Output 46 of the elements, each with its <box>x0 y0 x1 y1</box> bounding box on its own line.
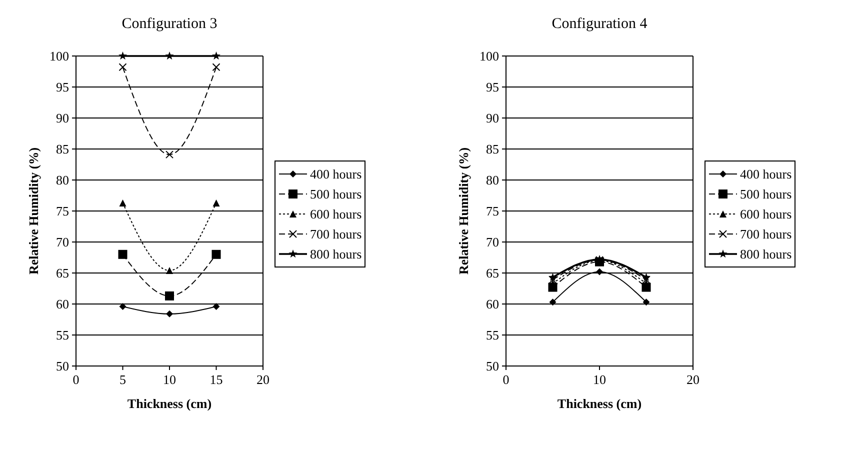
y-tick-label: 100 <box>50 48 69 64</box>
y-tick-label: 100 <box>480 48 499 64</box>
legend-label: 500 hours <box>740 186 792 202</box>
legend-label: 800 hours <box>740 246 792 262</box>
legend-label: 800 hours <box>310 246 362 262</box>
y-tick-label: 50 <box>486 358 499 374</box>
y-tick-label: 90 <box>56 110 69 126</box>
y-tick-label: 60 <box>486 296 499 312</box>
x-tick-label: 5 <box>120 372 126 387</box>
legend-label: 400 hours <box>310 166 362 182</box>
y-tick-label: 55 <box>56 328 69 343</box>
y-tick-label: 75 <box>486 204 499 219</box>
y-tick-label: 80 <box>486 172 499 188</box>
chart-title: Configuration 4 <box>552 16 648 32</box>
chart-title: Configuration 3 <box>122 16 218 32</box>
legend-label: 400 hours <box>740 166 792 182</box>
y-tick-label: 60 <box>56 296 69 312</box>
y-axis-title: Relative Humidity (%) <box>26 147 41 275</box>
y-tick-label: 55 <box>486 328 499 343</box>
y-tick-label: 65 <box>56 266 69 281</box>
y-tick-label: 80 <box>56 172 69 188</box>
y-tick-label: 50 <box>56 358 69 374</box>
x-axis-title: Thickness (cm) <box>127 396 212 411</box>
y-tick-label: 85 <box>56 142 69 157</box>
y-tick-label: 70 <box>486 234 499 250</box>
x-tick-label: 20 <box>256 372 270 387</box>
legend-label: 700 hours <box>740 226 792 242</box>
x-tick-label: 0 <box>502 372 510 387</box>
x-tick-label: 0 <box>72 372 80 387</box>
x-axis-title: Thickness (cm) <box>557 396 642 411</box>
y-tick-label: 65 <box>486 266 499 281</box>
legend-label: 600 hours <box>740 206 792 222</box>
legend-label: 700 hours <box>310 226 362 242</box>
legend-label: 500 hours <box>310 186 362 202</box>
x-tick-label: 10 <box>593 372 606 387</box>
y-tick-label: 95 <box>486 80 499 95</box>
x-tick-label: 20 <box>686 372 700 387</box>
y-tick-label: 85 <box>486 142 499 157</box>
legend-label: 600 hours <box>310 206 362 222</box>
y-tick-label: 70 <box>56 234 69 250</box>
x-tick-label: 10 <box>163 372 176 387</box>
y-axis-title: Relative Humidity (%) <box>456 147 471 275</box>
y-tick-label: 90 <box>486 110 499 126</box>
y-tick-label: 75 <box>56 204 69 219</box>
y-tick-label: 95 <box>56 80 69 95</box>
x-tick-label: 15 <box>210 372 223 387</box>
